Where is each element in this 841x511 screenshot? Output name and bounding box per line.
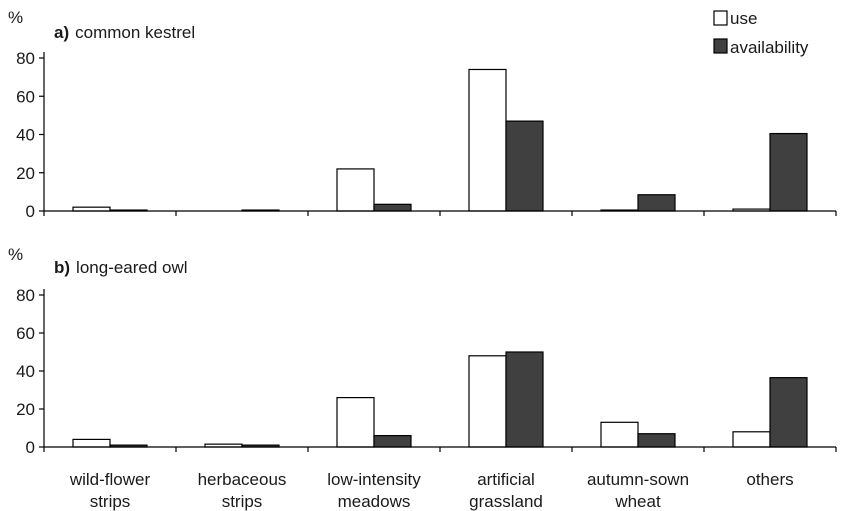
bar-availability [769,132,808,212]
category-label: herbaceous strips [198,470,287,511]
y-tick-label: 20 [16,400,35,419]
bar-use [468,355,507,448]
y-tick-label: 20 [16,164,35,183]
y-tick-label: 80 [16,286,35,305]
category-label: autumn-sown wheat [587,470,689,511]
category-label: others [746,470,793,489]
y-tick-label: 80 [16,49,35,68]
legend-label-use: use [730,9,757,28]
bar-use [336,397,375,448]
category-label-line: low-intensity [327,470,421,489]
bar-use [732,431,771,448]
bar-availability [373,203,412,212]
category-label: wild-flower strips [69,470,151,511]
bar-availability [769,377,808,448]
category-label-line: artificial [477,470,535,489]
panel-b-letter: b) [54,258,70,277]
y-tick-label: 0 [26,202,35,221]
legend-swatch-use [713,10,728,26]
bar-availability [637,433,676,448]
y-tick-label: 60 [16,87,35,106]
panel-b-name: long-eared owl [76,258,188,277]
panel-a-title: a) common kestrel [54,23,195,42]
category-label-line: meadows [338,492,411,511]
category-label-line: herbaceous [198,470,287,489]
category-label: low-intensity meadows [327,470,421,511]
legend-swatch-availability [713,38,728,54]
y-tick-label: 40 [16,362,35,381]
category-label-line: autumn-sown [587,470,689,489]
category-labels: wild-flower strips herbaceous strips low-int… [69,470,794,511]
y-axis-label: % [8,245,23,264]
bar-use [468,68,507,212]
category-label-line: others [746,470,793,489]
bar-use [72,438,111,448]
category-label: artificial grassland [469,470,543,511]
bar-use [600,421,639,448]
bar-availability [637,194,676,212]
bar-availability [373,435,412,448]
category-label-line: grassland [469,492,543,511]
panel-common-kestrel: a) common kestrel % 0 20 40 60 80 [8,8,837,221]
category-label-line: wild-flower [69,470,151,489]
y-tick-label: 60 [16,324,35,343]
category-label-line: strips [90,492,131,511]
panel-a-name: common kestrel [75,23,195,42]
y-tick-label: 40 [16,126,35,145]
category-label-line: strips [222,492,263,511]
category-label-line: wheat [614,492,661,511]
panel-a-letter: a) [54,23,69,42]
legend: use availability [713,9,809,57]
bar-availability [505,120,544,212]
panel-b-title: b) long-eared owl [54,258,188,277]
bar-use [336,168,375,212]
bar-availability [505,351,544,448]
panel-long-eared-owl: b) long-eared owl % 0 20 40 60 80 [8,245,837,457]
legend-label-availability: availability [730,38,809,57]
y-tick-label: 0 [26,438,35,457]
y-axis-label: % [8,8,23,27]
